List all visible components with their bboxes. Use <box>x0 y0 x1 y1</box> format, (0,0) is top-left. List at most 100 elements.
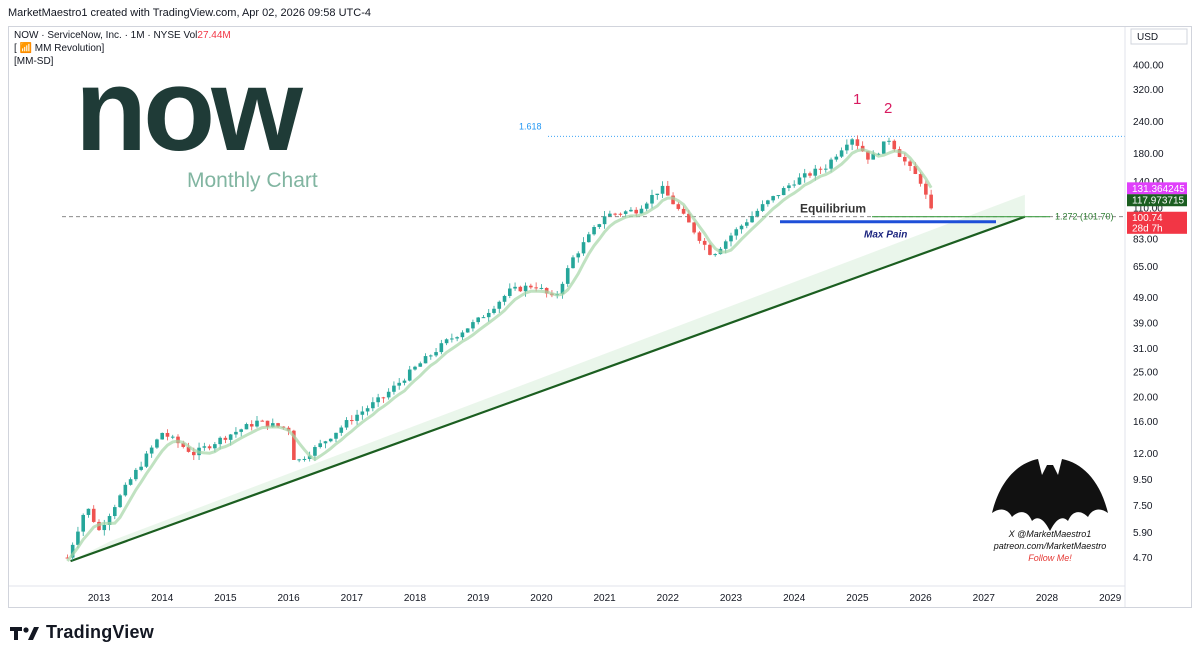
volume-label: Vol <box>183 30 198 41</box>
candle-body <box>739 225 744 230</box>
tradingview-brand[interactable]: TradingView <box>10 622 154 643</box>
candle-body <box>887 140 891 142</box>
y-tick-label: 12.00 <box>1133 449 1158 460</box>
candle-body <box>687 213 691 223</box>
watermark-line-3: Follow Me! <box>1028 553 1072 563</box>
candle-body <box>170 436 175 438</box>
x-tick-label: 2021 <box>593 593 616 604</box>
candle-body <box>360 411 365 415</box>
y-tick-label: 20.00 <box>1133 392 1158 403</box>
candle-body <box>513 286 517 289</box>
candle-body <box>850 139 854 145</box>
candle-body <box>481 317 486 319</box>
time-axis[interactable]: 2013 2014 2015 2016 2017 2018 2019 2020 2021 2022… <box>88 593 1122 604</box>
candle-body <box>350 420 354 422</box>
candle-body <box>376 397 380 403</box>
chart-title: Monthly Chart <box>187 169 318 192</box>
y-tick-label: 140.00 <box>1133 177 1164 188</box>
price-tag-label: 131.364245 <box>1132 184 1185 195</box>
indicator-legend-1[interactable]: [ 📶 MM Revolution] <box>14 43 105 54</box>
candle-body <box>629 209 633 212</box>
candle-body <box>797 177 802 185</box>
candle-body <box>623 211 628 214</box>
fib-1618-label: 1.618 <box>519 121 542 131</box>
candle-body <box>223 437 228 440</box>
y-tick-label: 83.00 <box>1133 235 1158 246</box>
candle-body <box>429 355 433 357</box>
candle-body <box>771 196 775 201</box>
wave-1-label: 1 <box>853 91 861 108</box>
x-tick-label: 2019 <box>467 593 490 604</box>
equilibrium-label: Equilibrium <box>800 202 866 216</box>
candle-body <box>750 216 754 223</box>
currency-box[interactable] <box>1130 28 1188 45</box>
candle-body <box>228 434 233 440</box>
candle-body <box>81 514 85 532</box>
y-tick-label: 7.50 <box>1133 501 1153 512</box>
candle-body <box>655 193 660 195</box>
fib-1272-label: 1.272 (101.70) <box>1055 212 1114 222</box>
candle-body <box>313 447 317 456</box>
candle-body <box>560 283 565 295</box>
candle-body <box>892 140 897 150</box>
price-axis[interactable]: 400.00 320.00 240.00 180.00 140.00 110.00 83.0… <box>1133 60 1164 564</box>
candle-body <box>734 229 739 236</box>
candle-body <box>149 447 154 454</box>
trendline <box>70 215 1026 563</box>
candle-body <box>776 195 781 197</box>
candle-body <box>86 508 91 515</box>
price-tag <box>1127 211 1187 224</box>
symbol-line: NOW · ServiceNow, Inc. · 1M · NYSE <box>14 30 181 41</box>
candle-body <box>808 173 812 176</box>
candle-body <box>508 288 512 296</box>
candle-body <box>666 185 670 196</box>
price-tag-label: 117.973715 <box>1132 196 1185 207</box>
candle-body <box>113 507 117 517</box>
candle-body <box>523 285 528 292</box>
candle-body <box>671 195 675 205</box>
indicator-legend-2[interactable]: [MM-SD] <box>14 56 54 67</box>
candle-body <box>439 343 444 353</box>
candle-body <box>239 429 243 432</box>
candle-body <box>592 227 596 235</box>
max-pain-label: Max Pain <box>864 230 907 241</box>
y-tick-label: 180.00 <box>1133 149 1164 160</box>
candle-body <box>128 479 133 485</box>
x-tick-label: 2024 <box>783 593 806 604</box>
candle-body <box>402 380 407 383</box>
candle-body <box>660 185 665 194</box>
candle-body <box>381 397 386 399</box>
candle-body <box>202 446 207 448</box>
candle-body <box>407 369 412 381</box>
candle-body <box>192 451 196 456</box>
candle-body <box>571 257 575 269</box>
candle-body <box>855 139 860 146</box>
candle-body <box>118 495 122 508</box>
candle-body <box>139 466 143 470</box>
candle-body <box>839 150 844 157</box>
chart-caption: MarketMaestro1 created with TradingView.… <box>8 7 371 19</box>
candle-body <box>681 208 686 214</box>
watermark-line-1: X @MarketMaestro1 <box>1008 529 1092 539</box>
candle-body <box>824 168 828 170</box>
candle-body <box>160 432 164 440</box>
candle-body <box>323 441 328 444</box>
moving-average-line <box>66 148 933 562</box>
bat-watermark <box>992 459 1108 531</box>
candle-body <box>924 183 928 195</box>
candle-body <box>76 531 80 545</box>
candle-body <box>123 484 128 496</box>
candle-body <box>302 458 307 460</box>
symbol-legend[interactable]: NOW · ServiceNow, Inc. · 1M · NYSE Vol27… <box>14 30 231 42</box>
candle-body <box>371 402 375 409</box>
candle-body <box>207 446 212 449</box>
candle-body <box>845 144 849 151</box>
candle-body <box>328 438 333 442</box>
y-tick-label: 16.00 <box>1133 417 1158 428</box>
candle-body <box>339 427 344 433</box>
candle-body <box>486 312 491 318</box>
candle-body <box>271 423 275 427</box>
y-tick-label: 49.00 <box>1133 293 1158 304</box>
price-tag <box>1127 194 1187 207</box>
